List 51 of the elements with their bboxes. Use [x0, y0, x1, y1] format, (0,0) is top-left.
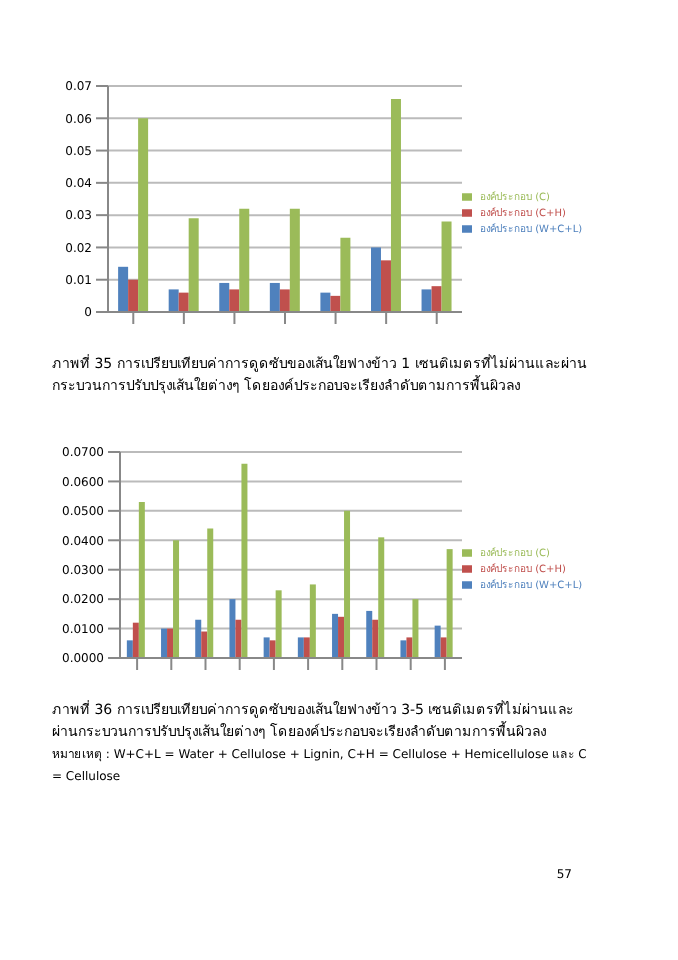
bar — [431, 286, 442, 312]
bar — [279, 289, 290, 312]
bar — [440, 637, 447, 658]
bar — [201, 631, 208, 658]
bar — [126, 640, 133, 658]
bar — [370, 247, 381, 312]
bar — [303, 637, 310, 658]
bar — [229, 289, 240, 312]
bar — [188, 218, 199, 312]
bar — [406, 637, 413, 658]
bar — [332, 613, 339, 658]
bar — [330, 295, 341, 312]
bar — [167, 628, 174, 658]
bar — [344, 510, 351, 658]
bar — [366, 610, 373, 658]
bar — [128, 279, 139, 312]
bar — [338, 616, 345, 658]
bar — [235, 619, 242, 658]
bar — [269, 282, 280, 312]
bar — [207, 528, 214, 658]
bar — [412, 599, 419, 658]
bar — [219, 282, 230, 312]
bar — [340, 237, 351, 312]
bar — [380, 260, 391, 312]
bar — [229, 599, 236, 658]
bar — [297, 637, 304, 658]
bar — [441, 221, 452, 312]
bar — [320, 292, 331, 312]
bar — [195, 619, 202, 658]
bar — [178, 292, 189, 312]
bar — [118, 266, 129, 312]
bar — [309, 584, 316, 658]
bar — [400, 640, 407, 658]
bar — [239, 208, 250, 312]
bar — [446, 549, 453, 658]
bar — [168, 289, 179, 312]
bar — [378, 537, 385, 658]
bar — [138, 118, 149, 312]
bar — [289, 208, 300, 312]
bar — [161, 628, 168, 658]
bar — [390, 98, 401, 312]
bar — [275, 590, 282, 658]
bar — [173, 540, 180, 658]
bar — [269, 640, 276, 658]
bar — [434, 625, 441, 658]
bar — [372, 619, 379, 658]
bar — [421, 289, 432, 312]
bar — [263, 637, 270, 658]
bar — [241, 463, 248, 658]
bar — [138, 502, 145, 658]
bar — [132, 622, 139, 658]
